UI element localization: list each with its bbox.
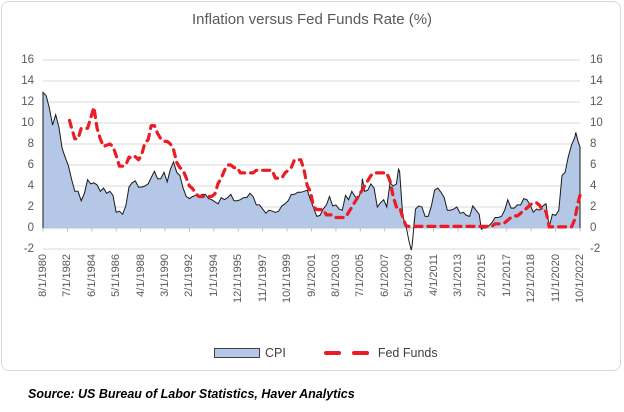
y-axis-label-right: 10: [590, 117, 603, 129]
x-axis-label: 1/1/1994: [207, 254, 220, 297]
y-axis-label-right: 2: [590, 201, 597, 213]
source-note: Source: US Bureau of Labor Statistics, H…: [28, 387, 355, 401]
x-axis-label: 3/1/2013: [451, 254, 464, 297]
x-axis-label: 8/1/1980: [37, 254, 49, 297]
x-axis-label: 6/1/1984: [85, 254, 98, 297]
x-axis-label: 2/1/2015: [476, 254, 489, 297]
y-axis-label-right: 12: [590, 96, 603, 108]
x-axis-label: 11/1/2020: [549, 254, 562, 303]
y-axis-label-left: 8: [27, 138, 34, 150]
fed-funds-legend-label: Fed Funds: [377, 346, 438, 360]
y-axis-label-left: 2: [27, 201, 34, 213]
y-axis-label-left: 4: [27, 180, 34, 192]
x-axis-label: 8/1/2003: [329, 254, 342, 297]
x-axis-label: 10/1/2022: [574, 254, 586, 303]
x-axis-label: 4/1/2011: [427, 254, 440, 297]
y-axis-label-right: 0: [590, 222, 597, 234]
cpi-area-outline: [42, 91, 581, 251]
x-axis-label: 5/1/1986: [110, 254, 123, 297]
y-axis-label-right: 4: [590, 180, 597, 192]
cpi-area-fill: [43, 92, 580, 228]
cpi-legend-swatch: [214, 348, 260, 358]
fed-funds-legend-dash-icon: [351, 350, 369, 356]
fed-funds-line: [67, 105, 582, 229]
x-axis-label: 7/1/1982: [61, 254, 74, 297]
x-axis-label: 9/1/2001: [305, 254, 318, 297]
y-axis-label-left: 0: [27, 222, 34, 234]
x-axis-label: 11/1/1997: [256, 254, 269, 303]
y-axis-label-right: 8: [590, 138, 597, 150]
y-axis-label-left: 10: [21, 117, 34, 129]
legend: CPI Fed Funds: [214, 344, 438, 362]
x-axis-label: 4/1/1988: [134, 254, 147, 297]
chart-title: Inflation versus Fed Funds Rate (%): [191, 11, 433, 28]
y-axis-label-left: 14: [21, 75, 34, 87]
y-axis-label-right: 16: [590, 54, 603, 66]
x-axis-label: 7/1/2005: [354, 254, 367, 297]
y-axis-label-left: 16: [21, 54, 34, 66]
y-axis-label-right: 6: [590, 159, 597, 171]
y-axis-label-left: 12: [21, 96, 34, 108]
x-axis-label: 12/1/2018: [525, 254, 538, 303]
y-axis-label-left: -2: [23, 243, 34, 255]
x-axis-label: 1/1/2017: [500, 254, 513, 297]
x-axis-label: 2/1/1992: [183, 254, 196, 297]
x-axis-label: 10/1/1999: [281, 254, 294, 303]
cpi-legend-label: CPI: [265, 346, 286, 360]
y-axis-label-right: 14: [590, 75, 603, 87]
x-axis-label: 6/1/2007: [378, 254, 391, 297]
fed-funds-legend-dash-icon: [323, 350, 341, 356]
x-axis-label: 12/1/1995: [232, 254, 245, 303]
x-axis-label: 3/1/1990: [159, 254, 172, 297]
x-axis-label: 5/1/2009: [403, 254, 416, 297]
y-axis-label-left: 6: [27, 159, 34, 171]
y-axis-label-right: -2: [590, 243, 601, 255]
